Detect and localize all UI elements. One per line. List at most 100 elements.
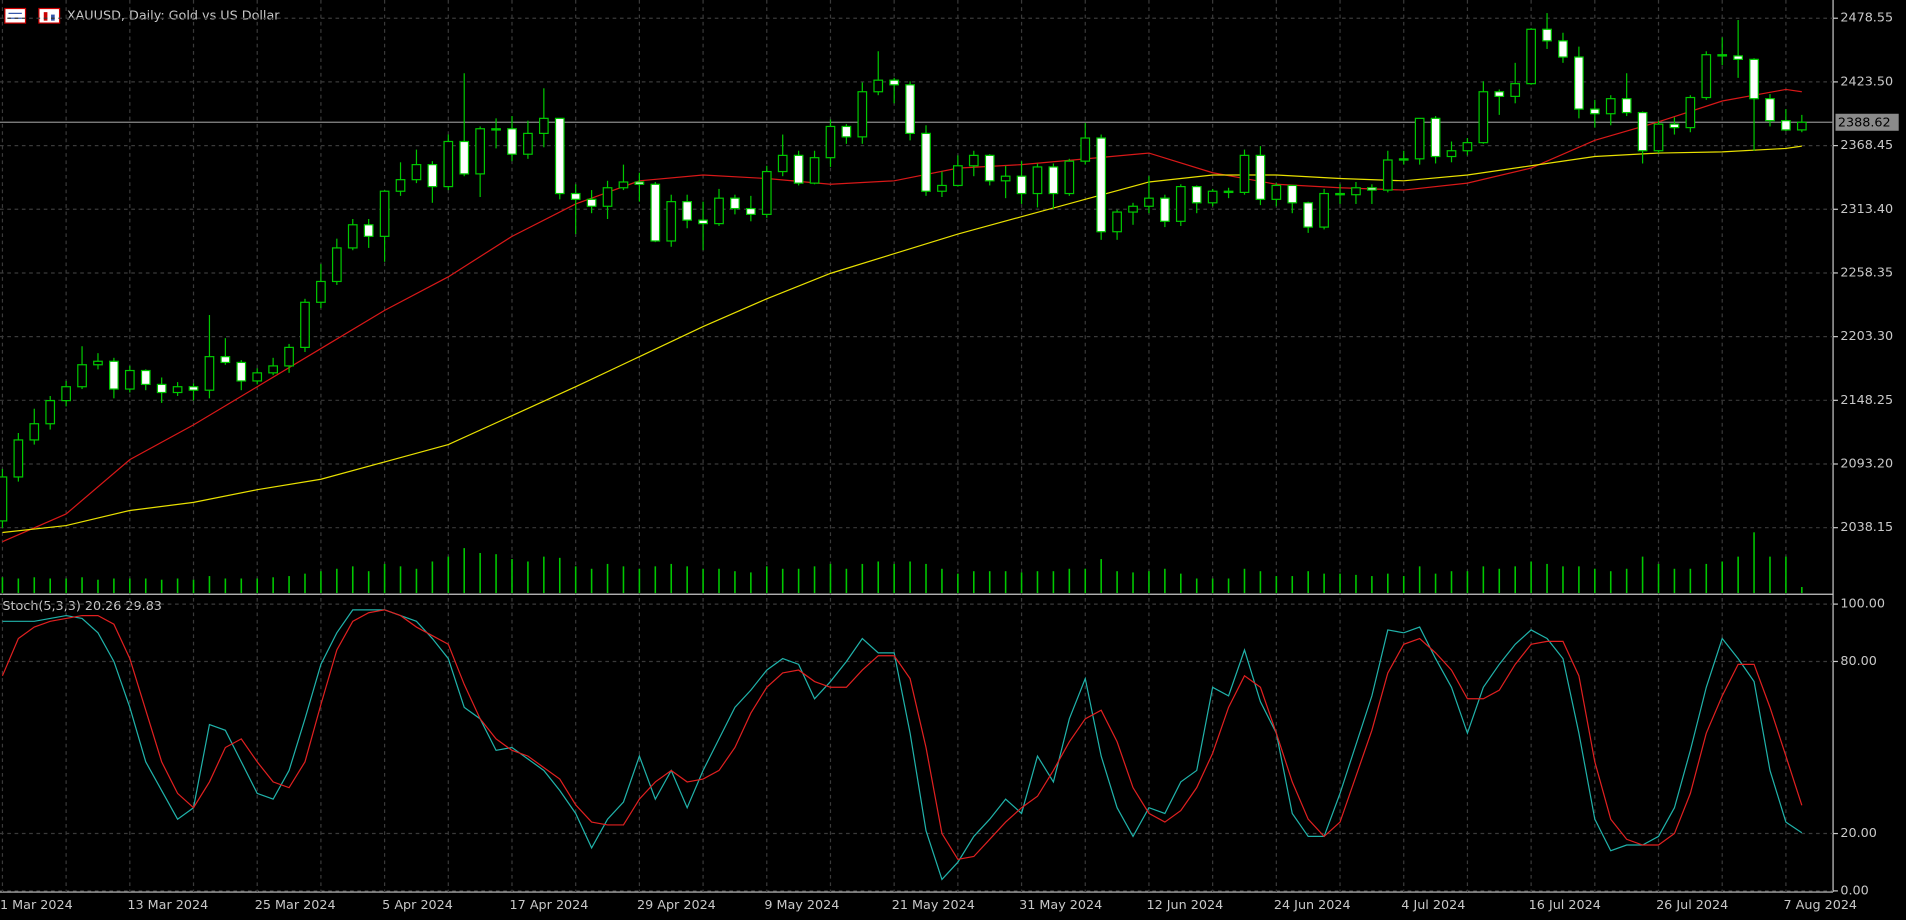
candle-body <box>1112 211 1122 233</box>
x-tick-label: 25 Mar 2024 <box>255 898 336 913</box>
candle-body <box>1414 117 1425 160</box>
candle-body <box>602 187 613 207</box>
candle-body <box>316 280 326 303</box>
candle-body <box>156 383 167 394</box>
candle-body <box>650 183 661 242</box>
candle-body <box>1621 98 1632 114</box>
candle-body <box>204 356 215 391</box>
candle-body <box>857 91 868 138</box>
candle-body <box>1669 123 1680 129</box>
candle-body <box>268 365 278 374</box>
candle-body <box>1207 190 1218 204</box>
candle-body <box>93 360 103 366</box>
stochastic-line <box>2 609 1803 881</box>
candle-body <box>745 207 756 215</box>
current-price-label: 2388.62 <box>1838 115 1891 130</box>
candle-body <box>618 181 629 189</box>
candle-body <box>13 439 24 478</box>
candle-body <box>1000 175 1011 182</box>
candle-body <box>1319 192 1329 228</box>
candle-body <box>300 301 310 349</box>
x-tick-label: 24 Jun 2024 <box>1274 898 1351 913</box>
candle-body <box>1446 150 1457 158</box>
candle-body <box>968 154 979 167</box>
candle-body <box>395 179 406 192</box>
candle-body <box>109 360 119 390</box>
candle-body <box>1494 91 1505 97</box>
candle-body <box>1255 154 1266 200</box>
candle-body <box>777 154 788 173</box>
x-tick-label: 16 Jul 2024 <box>1529 898 1601 913</box>
candle-body <box>1765 98 1775 122</box>
x-tick-label: 4 Jul 2024 <box>1401 898 1465 913</box>
y-tick-label: 2368.45 <box>1840 138 1893 153</box>
candle-body <box>905 84 915 134</box>
candle-body <box>1430 117 1441 158</box>
candle-body <box>1271 184 1282 200</box>
candle-body <box>1701 54 1712 99</box>
candle-body <box>220 356 231 364</box>
candle-body <box>825 125 836 159</box>
x-tick-label: 17 Apr 2024 <box>510 898 589 913</box>
candle-body <box>570 192 581 200</box>
y-tick-label: 80.00 <box>1840 654 1877 669</box>
x-tick-label: 12 Jun 2024 <box>1147 898 1224 913</box>
candle-body <box>1303 202 1314 228</box>
candle-body <box>124 369 135 390</box>
candle-body <box>411 164 422 181</box>
candle-body <box>443 140 454 188</box>
candle-body <box>1287 184 1298 204</box>
candle-body <box>29 423 40 441</box>
candle-body <box>1096 137 1107 233</box>
current-price-box <box>1835 113 1899 131</box>
candle-body <box>1542 28 1552 42</box>
candle-body <box>1064 160 1075 195</box>
candle-body <box>140 369 151 386</box>
candle-body <box>459 140 470 175</box>
candle-body <box>921 132 931 192</box>
candle-body <box>331 247 342 283</box>
icon-bar <box>51 14 55 21</box>
candle-body <box>1223 190 1234 194</box>
y-tick-label: 20.00 <box>1840 826 1877 841</box>
x-tick-label: 26 Jul 2024 <box>1656 898 1728 913</box>
x-tick-label: 31 May 2024 <box>1019 898 1102 913</box>
candle-body <box>1510 83 1521 97</box>
y-tick-label: 2313.40 <box>1840 202 1893 217</box>
candle-body <box>363 224 374 237</box>
candle-body <box>1478 91 1489 144</box>
y-tick-label: 2258.35 <box>1840 265 1893 280</box>
candle-body <box>1526 28 1536 85</box>
candle-body <box>284 346 294 367</box>
candle-body <box>236 361 247 382</box>
y-tick-label: 2423.50 <box>1840 74 1893 89</box>
x-tick-label: 1 Mar 2024 <box>0 898 73 913</box>
candle-body <box>634 181 645 185</box>
candle-body <box>666 201 677 242</box>
menu-icon[interactable] <box>4 7 27 24</box>
candle-body <box>984 154 995 182</box>
stochastic-line <box>1 609 1803 861</box>
candle-body <box>586 198 597 207</box>
candle-body <box>1335 192 1345 196</box>
candle-body <box>1367 187 1377 191</box>
x-tick-label: 7 Aug 2024 <box>1783 898 1857 913</box>
candle-body <box>1796 121 1807 131</box>
candle-body <box>1160 197 1170 222</box>
candle-body <box>1462 142 1473 152</box>
candle-body <box>475 128 486 175</box>
candle-body <box>793 154 804 184</box>
candle-body <box>1016 175 1027 195</box>
indicator-label: Stoch(5,3,3) 20.26 29.83 <box>2 599 161 614</box>
candle-body <box>379 190 390 237</box>
candle-body <box>1653 123 1664 152</box>
toolbar-icons <box>4 7 61 24</box>
chart-icon[interactable] <box>38 7 61 24</box>
y-tick-label: 100.00 <box>1840 597 1885 612</box>
y-tick-label: 2093.20 <box>1840 457 1893 472</box>
candle-body <box>1239 154 1250 193</box>
candle-body <box>1382 159 1393 191</box>
candle-body <box>1175 185 1186 222</box>
